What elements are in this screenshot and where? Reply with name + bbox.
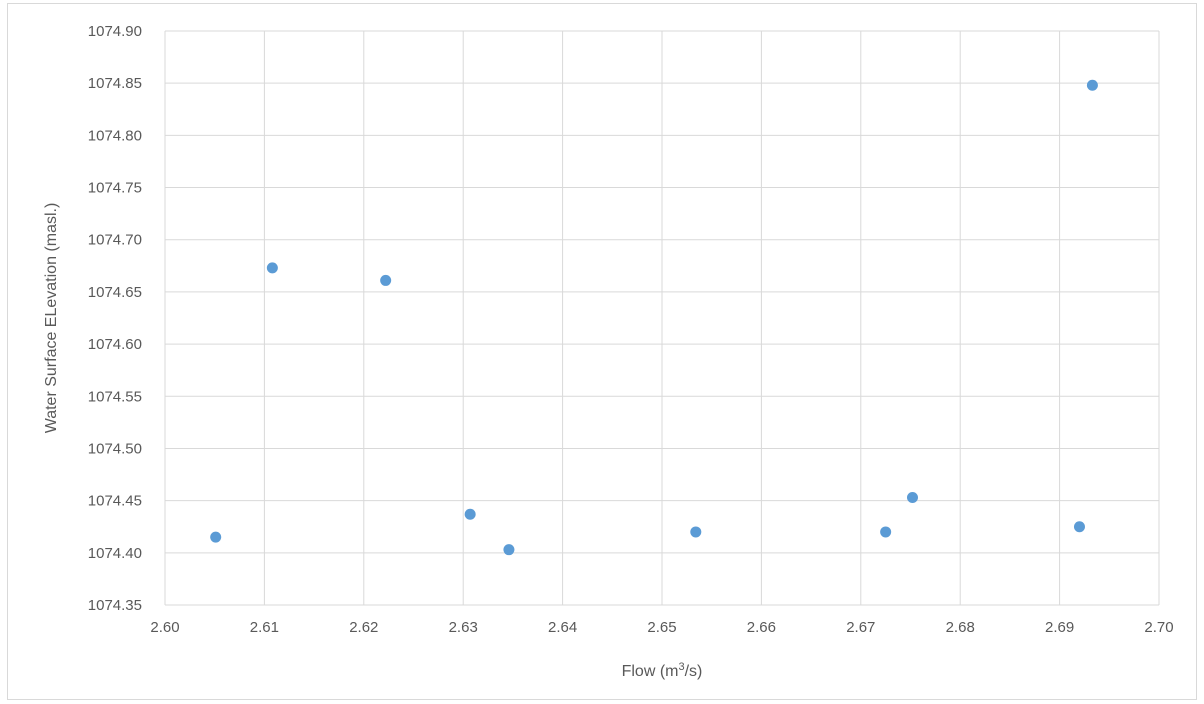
y-tick-label: 1074.65 — [88, 284, 142, 301]
x-tick-label: 2.68 — [946, 619, 975, 636]
x-tick-label: 2.70 — [1144, 619, 1173, 636]
y-tick-label: 1074.75 — [88, 180, 142, 197]
y-tick-label: 1074.45 — [88, 493, 142, 510]
data-point-3 — [380, 274, 392, 286]
data-point-8 — [906, 492, 918, 504]
x-tick-label: 2.69 — [1045, 619, 1074, 636]
y-tick-label: 1074.40 — [88, 545, 142, 562]
y-tick-label: 1074.35 — [88, 597, 142, 614]
y-axis-title: Water Surface ELevation (masl.) — [43, 203, 60, 434]
x-tick-label: 2.63 — [449, 619, 478, 636]
chart-frame — [7, 3, 1197, 700]
x-axis-title-tail: /s) — [685, 663, 703, 680]
data-point-4 — [464, 508, 476, 520]
y-tick-label: 1074.90 — [88, 23, 142, 40]
y-tick-label: 1074.60 — [88, 336, 142, 353]
x-axis-title-main: Flow (m — [622, 663, 679, 680]
y-tick-label: 1074.85 — [88, 75, 142, 92]
x-tick-label: 2.62 — [349, 619, 378, 636]
y-tick-label: 1074.50 — [88, 440, 142, 457]
data-point-7 — [880, 526, 892, 538]
gridlines — [164, 30, 1160, 606]
x-tick-label: 2.66 — [747, 619, 776, 636]
x-axis-title-superscript: 3 — [678, 661, 684, 673]
data-point-9 — [1073, 521, 1085, 533]
data-point-2 — [266, 262, 278, 274]
x-axis-title: Flow (m3/s) — [622, 661, 703, 680]
data-point-6 — [690, 526, 702, 538]
y-tick-labels: 1074.35 1074.40 1074.45 1074.50 1074.55 1074.… — [88, 23, 142, 614]
data-points — [210, 79, 1098, 556]
x-tick-labels: 2.60 2.61 2.62 2.63 2.64 2.65 2.66 2.67 2.68 2.69… — [150, 619, 1173, 636]
data-point-10 — [1086, 79, 1098, 91]
x-tick-label: 2.67 — [846, 619, 875, 636]
y-tick-label: 1074.55 — [88, 388, 142, 405]
y-tick-label: 1074.70 — [88, 232, 142, 249]
data-point-5 — [503, 544, 515, 556]
x-tick-label: 2.60 — [150, 619, 179, 636]
x-tick-label: 2.65 — [647, 619, 676, 636]
y-tick-label: 1074.80 — [88, 127, 142, 144]
x-tick-label: 2.61 — [250, 619, 279, 636]
data-point-1 — [210, 531, 222, 543]
x-tick-label: 2.64 — [548, 619, 577, 636]
